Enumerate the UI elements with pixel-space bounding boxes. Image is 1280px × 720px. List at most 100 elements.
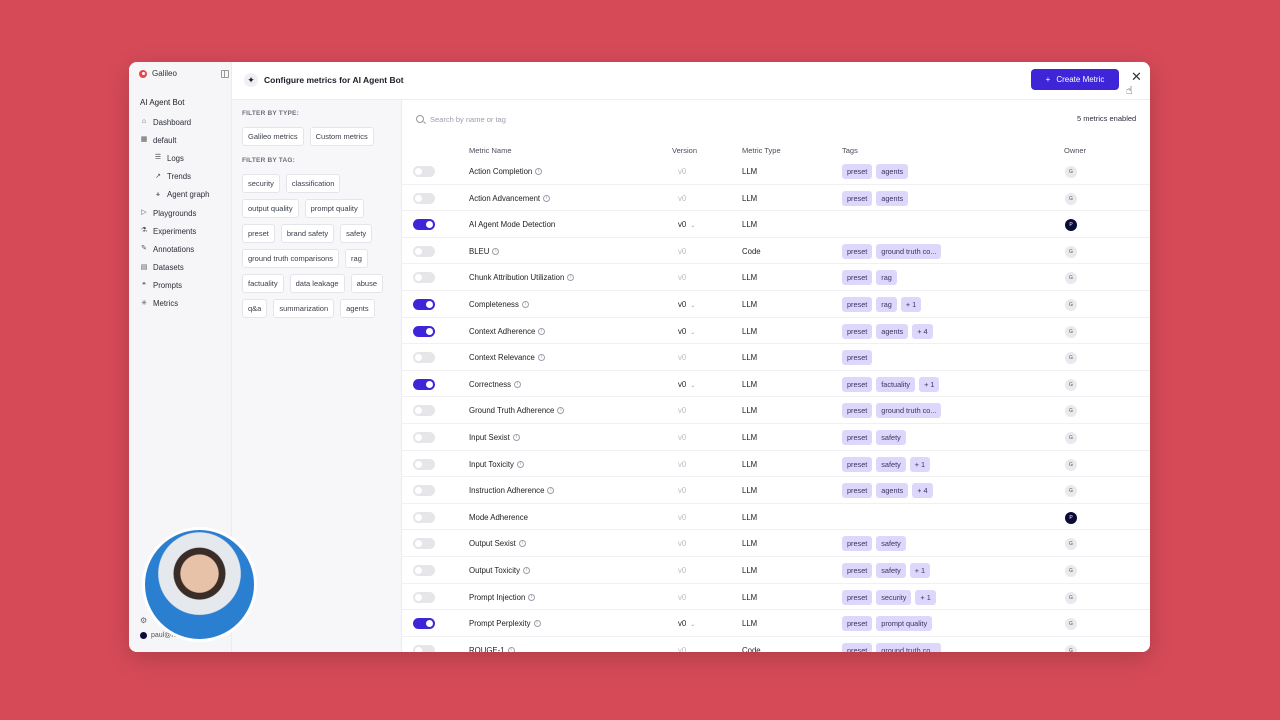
metric-name-cell[interactable]: Output Toxicity i: [469, 566, 530, 575]
metric-toggle[interactable]: [413, 325, 435, 337]
filter-tag-chip[interactable]: factuality: [242, 274, 284, 293]
info-icon[interactable]: i: [523, 566, 530, 574]
sidebar-item-metrics[interactable]: ✳ Metrics: [140, 295, 209, 313]
info-icon[interactable]: i: [538, 327, 546, 335]
filter-tag-chip[interactable]: preset: [242, 224, 275, 243]
filter-tag-chip[interactable]: safety: [340, 224, 373, 243]
tag-badge[interactable]: safety: [876, 456, 906, 472]
header-metric-type[interactable]: Metric Type: [742, 146, 781, 155]
metric-name-cell[interactable]: Prompt Injection i: [469, 593, 536, 602]
tag-badge[interactable]: safety: [876, 536, 906, 552]
tag-badge[interactable]: preset: [842, 562, 873, 578]
tag-badge[interactable]: preset: [842, 350, 873, 366]
tag-badge[interactable]: rag: [876, 296, 897, 312]
filter-tag-chip[interactable]: ground truth comparisons: [242, 249, 340, 268]
tag-badge[interactable]: agents: [876, 323, 909, 339]
metric-version[interactable]: v0 ⌄: [678, 619, 695, 628]
tag-badge[interactable]: safety: [876, 429, 906, 445]
tag-badge[interactable]: security: [876, 589, 912, 605]
sidebar-item-trends[interactable]: ↗ Trends: [140, 168, 209, 186]
tag-badge[interactable]: + 4: [912, 323, 933, 339]
metric-toggle[interactable]: [413, 485, 435, 497]
header-tags[interactable]: Tags: [842, 146, 858, 155]
metric-toggle[interactable]: [413, 192, 435, 204]
tag-badge[interactable]: preset: [842, 323, 873, 339]
metric-version[interactable]: v0 ⌄: [678, 220, 695, 229]
filter-tag-chip[interactable]: brand safety: [280, 224, 335, 243]
sidebar-item-datasets[interactable]: ▤ Datasets: [140, 259, 209, 277]
tag-badge[interactable]: + 1: [900, 296, 922, 312]
filter-tag-chip[interactable]: summarization: [273, 299, 335, 318]
metric-version[interactable]: v0 ⌄: [678, 380, 695, 389]
metric-name-cell[interactable]: Input Sexist i: [469, 433, 520, 442]
tag-badge[interactable]: preset: [842, 642, 873, 652]
metric-toggle[interactable]: [413, 352, 435, 364]
tag-badge[interactable]: preset: [842, 616, 873, 632]
tag-badge[interactable]: preset: [842, 270, 873, 286]
metric-name-cell[interactable]: Input Toxicity i: [469, 460, 524, 469]
metric-toggle[interactable]: [413, 245, 435, 257]
metric-name-cell[interactable]: Correctness i: [469, 380, 522, 389]
metric-name-cell[interactable]: Completeness i: [469, 300, 529, 309]
metric-toggle[interactable]: [413, 405, 435, 417]
metric-toggle[interactable]: [413, 272, 435, 284]
tag-badge[interactable]: ground truth co...: [876, 403, 942, 419]
info-icon[interactable]: i: [543, 194, 551, 202]
tag-badge[interactable]: preset: [842, 164, 873, 179]
project-name[interactable]: AI Agent Bot: [140, 98, 185, 107]
tag-badge[interactable]: + 4: [912, 483, 933, 499]
info-icon[interactable]: i: [557, 407, 565, 415]
metric-toggle[interactable]: [413, 298, 435, 310]
metric-name-cell[interactable]: Action Completion i: [469, 167, 543, 176]
filter-type-chip[interactable]: Custom metrics: [309, 127, 374, 146]
metric-name-cell[interactable]: Ground Truth Adherence i: [469, 406, 565, 415]
tag-badge[interactable]: + 1: [909, 456, 931, 472]
metric-name-cell[interactable]: Context Adherence i: [469, 327, 546, 336]
tag-badge[interactable]: prompt quality: [876, 616, 933, 632]
create-metric-button[interactable]: + Create Metric: [1031, 69, 1119, 90]
metric-name-cell[interactable]: ROUGE-1 i: [469, 646, 515, 652]
metric-toggle[interactable]: [413, 511, 435, 523]
tag-badge[interactable]: preset: [842, 456, 873, 472]
tag-badge[interactable]: preset: [842, 536, 873, 552]
filter-tag-chip[interactable]: abuse: [350, 274, 383, 293]
tag-badge[interactable]: preset: [842, 429, 873, 445]
info-icon[interactable]: i: [567, 274, 575, 282]
info-icon[interactable]: i: [512, 433, 520, 441]
metric-name-cell[interactable]: Chunk Attribution Utilization i: [469, 273, 575, 282]
sidebar-item-experiments[interactable]: ⚗ Experiments: [140, 222, 209, 240]
metric-name-cell[interactable]: BLEU i: [469, 247, 500, 256]
metric-name-cell[interactable]: Instruction Adherence i: [469, 486, 555, 495]
metric-toggle[interactable]: [413, 219, 435, 231]
metric-name-cell[interactable]: Context Relevance i: [469, 353, 545, 362]
info-icon[interactable]: i: [518, 540, 526, 548]
metric-toggle[interactable]: [413, 564, 435, 576]
tag-badge[interactable]: agents: [876, 164, 909, 179]
collapse-sidebar-icon[interactable]: [221, 70, 229, 78]
header-metric-name[interactable]: Metric Name: [469, 146, 512, 155]
info-icon[interactable]: i: [528, 593, 536, 601]
info-icon[interactable]: i: [516, 460, 524, 468]
filter-tag-chip[interactable]: output quality: [242, 199, 299, 218]
metric-version[interactable]: v0 ⌄: [678, 327, 695, 336]
metric-name-cell[interactable]: Prompt Perplexity i: [469, 619, 541, 628]
close-icon[interactable]: ✕: [1131, 69, 1142, 84]
header-owner[interactable]: Owner: [1064, 146, 1087, 155]
filter-tag-chip[interactable]: security: [242, 174, 280, 193]
settings-icon[interactable]: ⚙: [140, 616, 148, 625]
metric-name-cell[interactable]: Action Advancement i: [469, 194, 551, 203]
metric-toggle[interactable]: [413, 458, 435, 470]
tag-badge[interactable]: agents: [876, 483, 909, 499]
filter-tag-chip[interactable]: prompt quality: [304, 199, 364, 218]
sidebar-item-dashboard[interactable]: ⌂ Dashboard: [140, 113, 209, 131]
filter-type-chip[interactable]: Galileo metrics: [242, 127, 304, 146]
info-icon[interactable]: i: [537, 354, 545, 362]
brand[interactable]: Galileo: [139, 69, 177, 78]
filter-tag-chip[interactable]: rag: [345, 249, 368, 268]
metric-toggle[interactable]: [413, 538, 435, 550]
tag-badge[interactable]: preset: [842, 243, 873, 259]
tag-badge[interactable]: preset: [842, 483, 873, 499]
sidebar-item-agent-graph[interactable]: ⚹ Agent graph: [140, 186, 210, 204]
search-input[interactable]: Search by name or tag: [412, 110, 1068, 128]
metric-toggle[interactable]: [413, 431, 435, 443]
